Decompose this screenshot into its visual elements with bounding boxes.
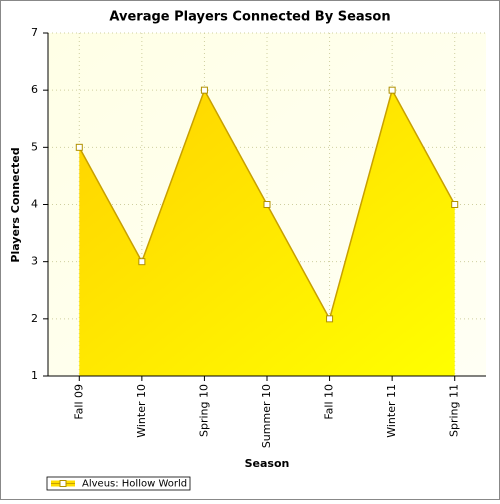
x-tick-label: Spring 10 [197,384,210,437]
x-tick-label: Summer 10 [260,384,273,448]
x-tick-label: Fall 09 [72,384,85,420]
chart-title: Average Players Connected By Season [109,10,390,25]
point-marker [388,86,396,94]
legend-label: Alveus: Hollow World [82,479,187,490]
x-tick-label: Winter 10 [135,384,148,438]
legend-marker [59,480,67,487]
y-tick-label: 1 [31,369,38,382]
x-tick-label: Spring 11 [448,384,461,437]
point-marker [138,258,146,266]
y-tick-label: 2 [31,312,38,325]
y-tick-label: 4 [31,198,38,211]
y-tick-label: 5 [31,140,38,153]
point-marker [451,201,459,208]
point-marker [200,86,208,94]
legend: Alveus: Hollow World [46,476,191,491]
area-fill [79,90,455,377]
y-tick-label: 3 [31,255,38,268]
y-tick-label: 6 [31,83,38,96]
point-marker [75,143,83,151]
point-marker [263,201,271,208]
y-tick-label: 7 [31,26,38,39]
legend-box [46,476,191,491]
x-tick-label: Fall 10 [323,384,336,420]
x-tick-label: Winter 11 [385,384,398,438]
x-axis-label: Season [245,457,290,470]
y-axis-label: Players Connected [9,147,22,262]
point-marker [326,315,334,323]
